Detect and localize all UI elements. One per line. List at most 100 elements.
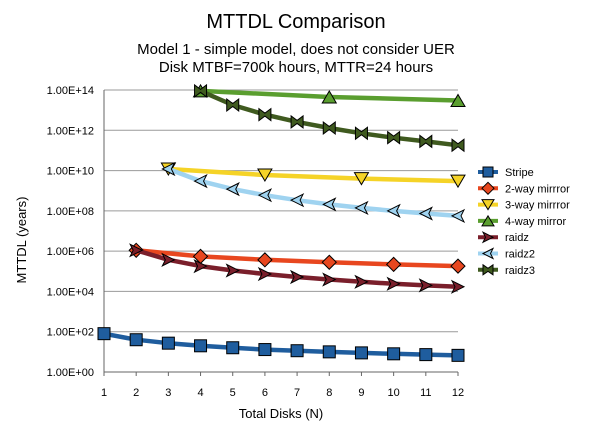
data-point-marker bbox=[161, 252, 176, 267]
data-point-marker bbox=[450, 93, 466, 108]
data-point-marker bbox=[482, 263, 494, 276]
series-2-way-mirrror bbox=[128, 242, 466, 274]
data-point-marker bbox=[226, 341, 240, 355]
data-point-marker bbox=[450, 258, 466, 274]
series-stripe bbox=[97, 327, 465, 362]
y-tick-label: 1.00E+00 bbox=[47, 367, 94, 379]
data-point-marker bbox=[451, 138, 465, 153]
data-point-marker bbox=[225, 263, 240, 278]
x-axis-label: Total Disks (N) bbox=[239, 406, 324, 421]
series-line bbox=[103, 331, 459, 358]
data-point-marker bbox=[481, 247, 495, 260]
data-point-marker bbox=[354, 126, 368, 141]
y-axis-label: MTTDL (years) bbox=[14, 197, 29, 284]
legend-entry: Stripe bbox=[478, 166, 534, 179]
legend-entry: 4-way mirror bbox=[478, 214, 566, 228]
legend-entry: raidz3 bbox=[478, 263, 535, 277]
chart-subtitle-line-1: Model 1 - simple model, does not conside… bbox=[137, 41, 455, 58]
x-tick-label: 6 bbox=[262, 387, 268, 399]
data-point-marker bbox=[257, 266, 273, 282]
axes bbox=[103, 90, 459, 376]
data-point-marker bbox=[386, 203, 401, 218]
legend-label: 2-way mirrror bbox=[505, 183, 570, 195]
data-point-marker bbox=[481, 231, 495, 244]
data-point-marker bbox=[322, 197, 337, 212]
data-point-marker bbox=[322, 120, 336, 135]
chart-title: MTTDL Comparison bbox=[206, 11, 385, 33]
data-point-marker bbox=[322, 345, 336, 359]
data-point-marker bbox=[194, 339, 208, 353]
data-point-marker bbox=[353, 172, 370, 186]
data-point-marker bbox=[354, 200, 369, 216]
data-point-marker bbox=[482, 166, 494, 178]
data-point-marker bbox=[193, 259, 208, 274]
data-point-marker bbox=[450, 279, 466, 294]
data-point-marker bbox=[290, 114, 304, 129]
data-point-marker bbox=[258, 343, 272, 357]
data-point-marker bbox=[387, 347, 401, 361]
data-point-marker bbox=[225, 182, 240, 197]
legend-label: raidz3 bbox=[505, 265, 535, 277]
x-tick-label: 2 bbox=[133, 387, 139, 399]
legend-entry: 2-way mirrror bbox=[478, 181, 570, 196]
data-point-marker bbox=[193, 173, 208, 189]
data-point-marker bbox=[387, 130, 401, 145]
data-point-marker bbox=[481, 214, 495, 227]
series-raidz3 bbox=[194, 83, 465, 153]
data-point-marker bbox=[129, 243, 144, 258]
y-tick-label: 1.00E+04 bbox=[47, 286, 94, 298]
y-tick-label: 1.00E+12 bbox=[47, 125, 94, 137]
data-point-marker bbox=[354, 274, 369, 289]
x-tick-label: 3 bbox=[165, 387, 171, 399]
data-point-marker bbox=[322, 272, 337, 287]
data-point-marker bbox=[258, 107, 272, 122]
chart-subtitle-line-2: Disk MTBF=700k hours, MTTR=24 hours bbox=[159, 59, 433, 76]
y-tick-label: 1.00E+02 bbox=[47, 327, 94, 339]
y-tick-labels: 1.00E+00 1.00E+02 1.00E+04 1.00E+06 1.00E+08… bbox=[47, 85, 94, 379]
data-point-marker bbox=[129, 333, 143, 347]
data-point-marker bbox=[418, 206, 433, 221]
data-point-marker bbox=[481, 199, 495, 211]
x-tick-label: 9 bbox=[358, 387, 364, 399]
legend-entry: raidz2 bbox=[478, 247, 535, 261]
x-tick-label: 10 bbox=[388, 387, 400, 399]
series-raidz bbox=[129, 243, 466, 294]
data-point-marker bbox=[451, 348, 465, 362]
data-point-marker bbox=[161, 336, 175, 350]
legend-entry: raidz bbox=[478, 231, 529, 244]
y-tick-label: 1.00E+10 bbox=[47, 166, 94, 178]
data-point-marker bbox=[226, 98, 240, 113]
x-tick-labels: 1 2 3 4 5 6 7 8 9 10 11 12 bbox=[101, 387, 464, 399]
x-tick-label: 7 bbox=[294, 387, 300, 399]
x-tick-label: 5 bbox=[230, 387, 236, 399]
series-group bbox=[97, 83, 466, 362]
data-point-marker bbox=[418, 278, 433, 293]
data-point-marker bbox=[450, 174, 466, 189]
data-point-marker bbox=[419, 134, 433, 149]
data-point-marker bbox=[97, 327, 111, 341]
series-line bbox=[168, 166, 459, 184]
series-line bbox=[167, 166, 459, 219]
y-tick-label: 1.00E+06 bbox=[47, 246, 94, 258]
legend-label: Stripe bbox=[505, 167, 534, 179]
x-tick-label: 1 bbox=[101, 387, 107, 399]
data-point-marker bbox=[290, 344, 304, 358]
data-point-marker bbox=[385, 256, 402, 273]
data-point-marker bbox=[321, 254, 337, 270]
data-point-marker bbox=[481, 181, 495, 196]
data-point-marker bbox=[419, 348, 433, 362]
x-tick-label: 12 bbox=[452, 387, 464, 399]
data-point-marker bbox=[450, 208, 466, 224]
data-point-marker bbox=[161, 161, 176, 177]
data-point-marker bbox=[289, 193, 305, 208]
legend-label: raidz bbox=[505, 232, 529, 244]
legend-label: raidz2 bbox=[505, 249, 535, 261]
series-raidz2 bbox=[161, 161, 466, 224]
data-point-marker bbox=[321, 89, 338, 104]
data-point-marker bbox=[194, 83, 208, 98]
legend-label: 3-way mirrror bbox=[505, 200, 570, 212]
data-point-marker bbox=[257, 252, 273, 268]
data-point-marker bbox=[257, 188, 273, 203]
data-point-marker bbox=[354, 346, 368, 360]
